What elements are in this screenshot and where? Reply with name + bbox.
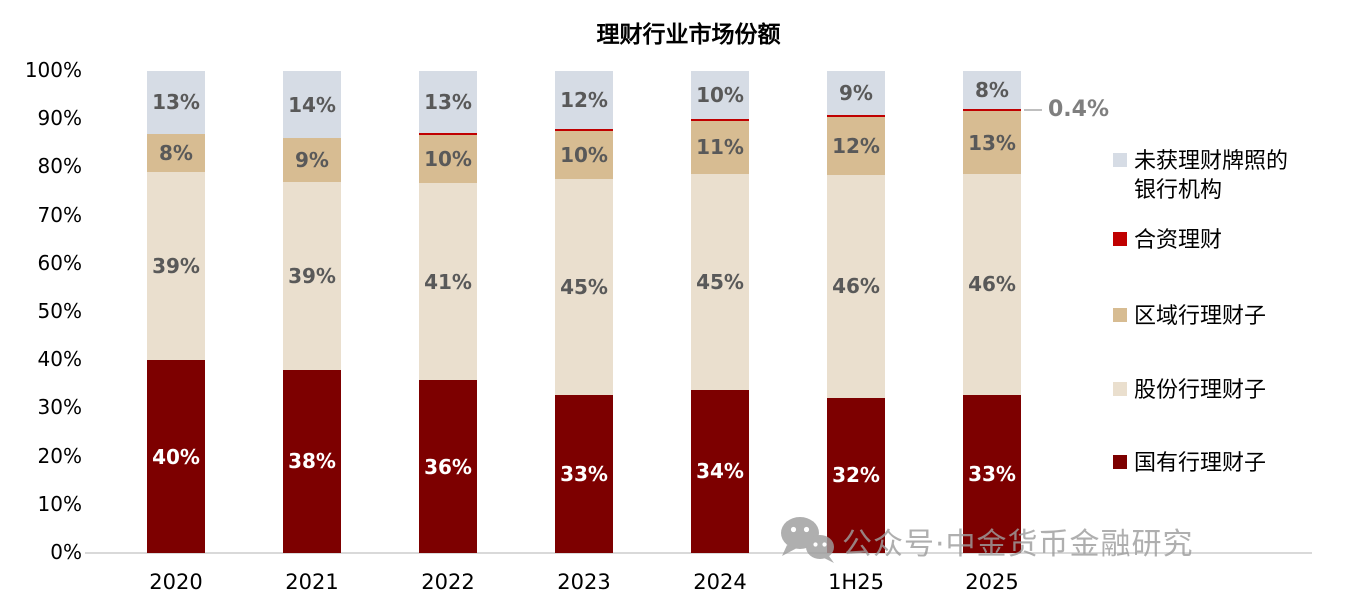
bar-segment-value-label: 13%	[968, 130, 1016, 155]
bar-segment-未获理财牌照的银行机构	[283, 71, 341, 139]
bar-segment-value-label: 33%	[968, 461, 1016, 486]
x-axis-category-label: 2020	[149, 570, 203, 594]
y-axis-tick-label: 70%	[37, 202, 82, 227]
x-axis-line	[85, 552, 1312, 554]
bar-segment-value-label: 13%	[424, 90, 472, 115]
bar-segment-value-label: 41%	[424, 269, 472, 294]
bar-segment-国有行理财子	[827, 397, 885, 553]
bar-segment-value-label: 12%	[832, 133, 880, 158]
y-axis-tick-label: 60%	[37, 250, 82, 275]
bar-segment-区域行理财子	[419, 135, 477, 184]
bar-segment-合资理财	[827, 114, 885, 117]
bar-segment-区域行理财子	[963, 111, 1021, 174]
bar-segment-合资理财	[419, 133, 477, 136]
bar-segment-股份行理财子	[691, 173, 749, 390]
bar-segment-区域行理财子	[147, 133, 205, 173]
bar-segment-value-label: 33%	[560, 461, 608, 486]
annotation-connector-line	[1024, 109, 1042, 112]
x-axis-category-label: 2023	[557, 570, 611, 594]
bar-segment-股份行理财子	[147, 172, 205, 361]
bar-segment-value-label: 10%	[696, 83, 744, 107]
bar-segment-国有行理财子	[419, 380, 477, 553]
bar-segment-value-label: 34%	[696, 459, 744, 484]
y-axis-tick-label: 40%	[37, 347, 82, 372]
y-axis-tick-label: 80%	[37, 154, 82, 179]
chart-title: 理财行业市场份额	[596, 22, 781, 48]
x-axis-category-label: 2021	[285, 570, 339, 594]
bar-segment-value-label: 36%	[424, 454, 472, 479]
bar-segment-股份行理财子	[283, 181, 341, 370]
bar-segment-国有行理财子	[963, 394, 1021, 553]
y-axis-tick-label: 90%	[37, 106, 82, 131]
y-axis-tick-label: 0%	[50, 540, 82, 564]
x-axis-category-label: 2022	[421, 570, 475, 594]
bar-segment-股份行理财子	[827, 174, 885, 398]
bar-segment-value-label: 46%	[832, 274, 880, 299]
bar-segment-未获理财牌照的银行机构	[691, 71, 749, 119]
bar-segment-value-label: 46%	[968, 272, 1016, 297]
y-axis-tick-label: 50%	[37, 299, 82, 323]
bar-segment-value-label: 9%	[839, 80, 873, 105]
bar-segment-区域行理财子	[691, 120, 749, 174]
bar-segment-国有行理财子	[283, 369, 341, 553]
bar-segment-区域行理财子	[555, 130, 613, 179]
bar-segment-value-label: 38%	[288, 449, 336, 474]
bar-segment-未获理财牌照的银行机构	[419, 71, 477, 134]
bar-segment-未获理财牌照的银行机构	[963, 71, 1021, 110]
bar-segment-value-label: 45%	[696, 269, 744, 294]
x-axis-category-label: 2025	[965, 570, 1019, 594]
bar-segment-合资理财	[963, 109, 1021, 112]
y-axis-tick-label: 100%	[24, 58, 82, 82]
bar-segment-value-label: 14%	[288, 92, 336, 117]
x-axis-category-label: 2024	[693, 570, 747, 594]
y-axis-tick-label: 30%	[37, 395, 82, 420]
bar-segment-未获理财牌照的银行机构	[555, 71, 613, 129]
bar-segment-value-label: 32%	[832, 463, 880, 488]
bar-segment-国有行理财子	[147, 360, 205, 553]
bar-segment-value-label: 13%	[152, 90, 200, 115]
bar-segment-合资理财	[555, 128, 613, 131]
x-axis-category-label: 1H25	[828, 570, 884, 594]
bar-segment-区域行理财子	[827, 116, 885, 175]
bar-segment-股份行理财子	[963, 173, 1021, 395]
bar-segment-value-label: 10%	[560, 142, 608, 167]
y-axis-tick-label: 20%	[37, 443, 82, 468]
bar-segment-value-label: 10%	[424, 147, 472, 172]
bar-segment-value-label: 11%	[696, 135, 744, 160]
bar-segment-value-label: 40%	[152, 444, 200, 469]
bar-segment-区域行理财子	[283, 138, 341, 182]
y-axis-tick-label: 10%	[37, 491, 82, 516]
bar-segment-未获理财牌照的银行机构	[827, 71, 885, 115]
bar-segment-股份行理财子	[419, 183, 477, 381]
bar-segment-未获理财牌照的银行机构	[147, 71, 205, 134]
bar-segment-value-label: 8%	[159, 140, 193, 165]
bar-segment-value-label: 45%	[560, 274, 608, 299]
bar-segment-value-label: 12%	[560, 87, 608, 112]
bar-segment-value-label: 8%	[975, 78, 1009, 103]
bar-segment-value-label: 39%	[288, 263, 336, 288]
bar-segment-value-label: 39%	[152, 254, 200, 279]
bar-segment-国有行理财子	[691, 389, 749, 553]
annotation-label: 0.4%	[1048, 97, 1110, 123]
bar-segment-国有行理财子	[555, 394, 613, 553]
bar-segment-合资理财	[691, 119, 749, 121]
bar-segment-value-label: 9%	[295, 148, 329, 173]
bar-segment-股份行理财子	[555, 178, 613, 395]
